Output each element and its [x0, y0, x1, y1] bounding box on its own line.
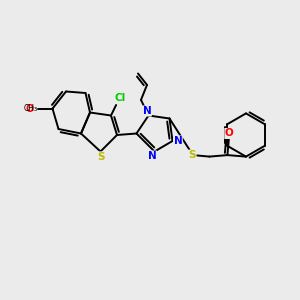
Text: N: N [142, 106, 152, 116]
Text: S: S [189, 150, 196, 160]
Text: S: S [97, 152, 104, 162]
Text: O: O [225, 128, 234, 139]
Text: N: N [173, 136, 182, 146]
Text: O: O [25, 103, 34, 114]
Text: CH₃: CH₃ [24, 104, 38, 113]
Text: N: N [148, 151, 157, 161]
Text: Cl: Cl [114, 93, 126, 103]
